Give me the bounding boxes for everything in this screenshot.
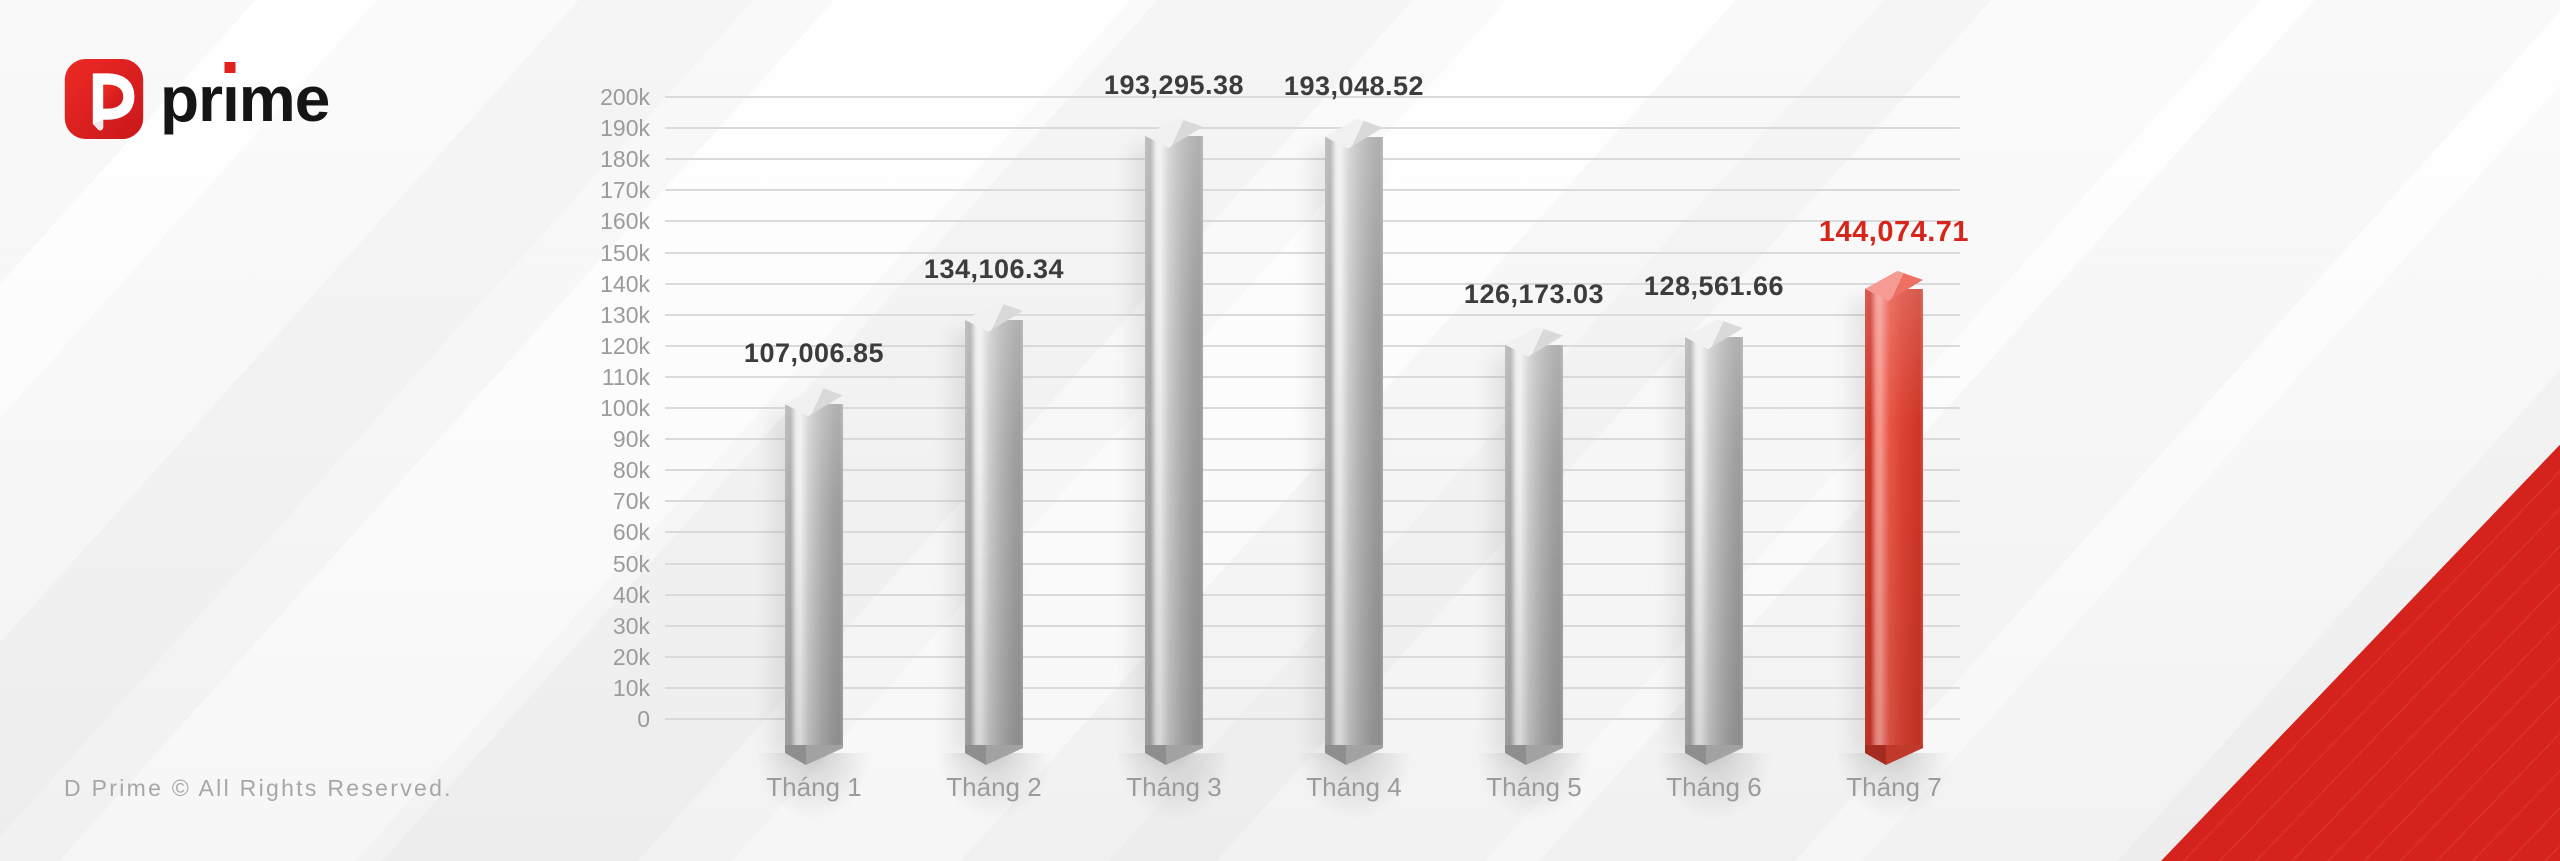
y-tick-label: 90k [612, 426, 650, 453]
gridline-80k [665, 469, 1960, 472]
bar-reflection [1294, 753, 1414, 823]
bar-body [1865, 288, 1923, 745]
bar-reflection [754, 753, 874, 823]
y-tick-label: 120k [600, 332, 650, 359]
x-axis-label: Tháng 3 [1126, 772, 1222, 802]
footer-copyright: D Prime © All Rights Reserved. [64, 775, 453, 801]
gridline-190k [665, 127, 1960, 130]
y-tick-label: 0 [637, 706, 650, 732]
bar-body [965, 319, 1023, 745]
d-mark-icon [64, 59, 144, 139]
y-tick-label: 150k [600, 239, 650, 266]
bar-body [1145, 135, 1203, 745]
bar-tip [965, 744, 1023, 765]
gridline-10k [665, 686, 1960, 689]
bar-body [785, 404, 843, 745]
gridline-110k [665, 375, 1960, 378]
bar-value-label: 144,074.71 [1818, 215, 1970, 248]
bar-column-Tháng 7 [1865, 270, 1923, 765]
bar-tip [785, 744, 843, 765]
y-tick-label: 200k [600, 84, 650, 110]
y-tick-label: 50k [612, 550, 650, 577]
x-axis-label: Tháng 6 [1666, 772, 1762, 802]
y-tick-label: 140k [600, 270, 650, 297]
gridline-170k [665, 189, 1960, 192]
bar-value-label: 128,561.66 [1643, 271, 1785, 302]
x-axis-label: Tháng 1 [766, 772, 862, 802]
gridline-40k [665, 593, 1960, 596]
gridline-0 [665, 718, 1960, 720]
bar-body [1325, 136, 1383, 745]
y-tick-label: 40k [612, 581, 650, 608]
bar-column-Tháng 6 [1685, 319, 1743, 765]
gridline-150k [665, 251, 1960, 254]
y-tick-label: 20k [612, 643, 650, 670]
logo-i-dot [224, 62, 236, 73]
x-axis-label: Tháng 5 [1486, 772, 1582, 802]
gridline-100k [665, 407, 1960, 409]
gridline-160k [665, 220, 1960, 223]
gridline-90k [665, 438, 1960, 441]
bar-column-Tháng 4 [1325, 118, 1383, 765]
logo-text: prı me [160, 62, 330, 135]
bar-tip [1865, 744, 1923, 765]
bar-reflection [934, 753, 1054, 823]
bar-tip [1145, 744, 1203, 765]
x-axis-label: Tháng 4 [1306, 772, 1402, 802]
gridline-180k [665, 158, 1960, 161]
gridline-140k [665, 282, 1960, 285]
gridline-120k [665, 344, 1960, 347]
bar-column-Tháng 3 [1145, 117, 1203, 765]
y-tick-label: 190k [600, 115, 650, 142]
bar-reflection [1114, 753, 1234, 823]
x-axis-label: Tháng 2 [946, 772, 1042, 802]
bar-tip [1685, 744, 1743, 765]
y-tick-label: 100k [600, 395, 650, 421]
y-tick-label: 160k [600, 208, 650, 235]
y-tick-label: 60k [612, 519, 650, 546]
bar-value-label: 134,106.34 [923, 253, 1065, 284]
bar-body [1505, 344, 1563, 745]
bar-column-Tháng 1 [785, 386, 843, 765]
y-tick-label: 110k [601, 363, 650, 390]
bar-column-Tháng 5 [1505, 326, 1563, 765]
bar-value-label: 193,048.52 [1283, 70, 1425, 101]
y-tick-label: 80k [612, 457, 650, 484]
y-tick-label: 180k [600, 146, 650, 173]
x-axis-label: Tháng 7 [1846, 772, 1942, 802]
bar-value-label: 193,295.38 [1103, 69, 1245, 100]
bar-reflection [1654, 753, 1774, 823]
bar-value-label: 107,006.85 [743, 338, 885, 369]
bar-reflection [1834, 753, 1954, 823]
bar-body [1685, 337, 1743, 745]
gridline-130k [665, 313, 1960, 316]
gridline-60k [665, 531, 1960, 534]
y-tick-label: 10k [612, 674, 650, 701]
bar-tip [1325, 744, 1383, 765]
gridline-20k [665, 655, 1960, 658]
y-tick-label: 30k [612, 612, 650, 639]
gridline-70k [665, 500, 1960, 503]
y-tick-label: 130k [600, 301, 650, 328]
gridline-50k [665, 562, 1960, 565]
logo: prı me [64, 54, 330, 144]
bar-tip [1505, 744, 1563, 765]
gridline-30k [665, 624, 1960, 627]
bar-column-Tháng 2 [965, 301, 1023, 765]
y-tick-label: 70k [612, 488, 650, 515]
gridline-200k [665, 96, 1960, 98]
y-tick-label: 170k [600, 177, 650, 204]
bar-value-label: 126,173.03 [1463, 278, 1605, 309]
bar-reflection [1474, 753, 1594, 823]
corner-red-triangle [2159, 442, 2560, 861]
